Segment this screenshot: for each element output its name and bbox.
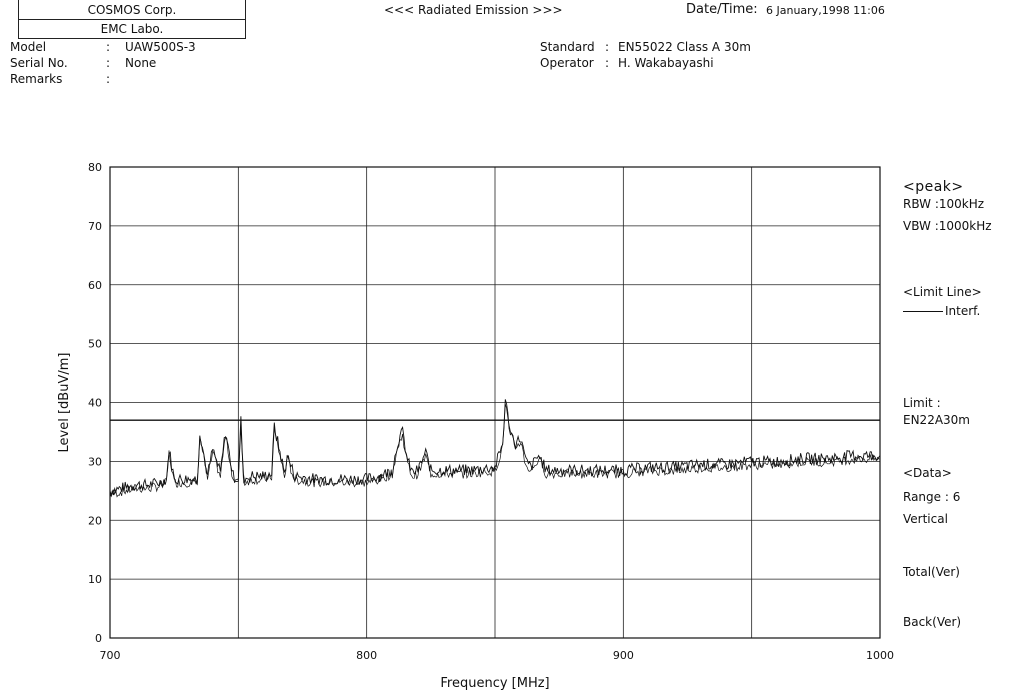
limit-value: EN22A30m bbox=[903, 413, 970, 427]
remarks-label: Remarks bbox=[10, 72, 63, 86]
company-box: COSMOS Corp. EMC Labo. bbox=[18, 0, 246, 39]
limit-legend-text: Interf. bbox=[945, 304, 981, 318]
x-tick-label: 900 bbox=[613, 649, 634, 662]
limit-line-label: <Limit Line> bbox=[903, 285, 982, 299]
lab-name: EMC Labo. bbox=[100, 22, 164, 36]
date-time-label: Date/Time: bbox=[686, 2, 758, 17]
x-tick-label: 1000 bbox=[866, 649, 894, 662]
model-value: UAW500S-3 bbox=[125, 40, 196, 54]
y-tick-label: 60 bbox=[88, 279, 102, 292]
y-tick-label: 70 bbox=[88, 220, 102, 233]
y-tick-label: 50 bbox=[88, 338, 102, 351]
model-colon: : bbox=[106, 40, 111, 54]
company-divider bbox=[19, 19, 245, 20]
remarks-colon: : bbox=[106, 72, 111, 86]
standard-value: EN55022 Class A 30m bbox=[618, 40, 751, 54]
standard-colon: : bbox=[605, 40, 610, 54]
operator-label: Operator bbox=[540, 56, 594, 70]
plot-frame bbox=[109, 166, 881, 639]
serial-label: Serial No. bbox=[10, 56, 68, 70]
company-name: COSMOS Corp. bbox=[87, 3, 177, 17]
y-tick-label: 20 bbox=[88, 514, 102, 527]
y-axis-title: Level [dBuV/m] bbox=[57, 353, 72, 453]
tick-labels: 0 10 20 30 40 50 60 70 80 700 800 900 1000 bbox=[88, 161, 894, 662]
emission-trace-background bbox=[109, 403, 881, 498]
limit-label: Limit : bbox=[903, 396, 941, 410]
y-tick-label: 80 bbox=[88, 161, 102, 174]
test-title: <<< Radiated Emission >>> bbox=[384, 3, 563, 17]
grid-lines bbox=[110, 167, 880, 638]
y-tick-label: 0 bbox=[95, 632, 102, 645]
standard-label: Standard bbox=[540, 40, 595, 54]
peak-label: <peak> bbox=[903, 179, 964, 195]
x-axis-title: Frequency [MHz] bbox=[440, 676, 549, 691]
data-label: <Data> bbox=[903, 466, 952, 480]
x-tick-label: 700 bbox=[100, 649, 121, 662]
vbw-label: VBW :1000kHz bbox=[903, 219, 992, 233]
x-tick-label: 800 bbox=[356, 649, 377, 662]
limit-legend-swatch bbox=[903, 311, 943, 312]
y-tick-label: 10 bbox=[88, 573, 102, 586]
total-label: Total(Ver) bbox=[903, 565, 960, 579]
operator-value: H. Wakabayashi bbox=[618, 56, 714, 70]
back-label: Back(Ver) bbox=[903, 615, 962, 629]
model-label: Model bbox=[10, 40, 47, 54]
range-label: Range : 6 bbox=[903, 490, 961, 504]
y-tick-label: 30 bbox=[88, 455, 102, 468]
limit-legend: Interf. bbox=[903, 304, 980, 318]
serial-colon: : bbox=[106, 56, 111, 70]
y-tick-label: 40 bbox=[88, 397, 102, 410]
rbw-label: RBW :100kHz bbox=[903, 197, 985, 211]
serial-value: None bbox=[125, 56, 157, 70]
polarization-label: Vertical bbox=[903, 512, 948, 526]
operator-colon: : bbox=[605, 56, 610, 70]
date-time-value: 6 January,1998 11:06 bbox=[766, 4, 885, 17]
